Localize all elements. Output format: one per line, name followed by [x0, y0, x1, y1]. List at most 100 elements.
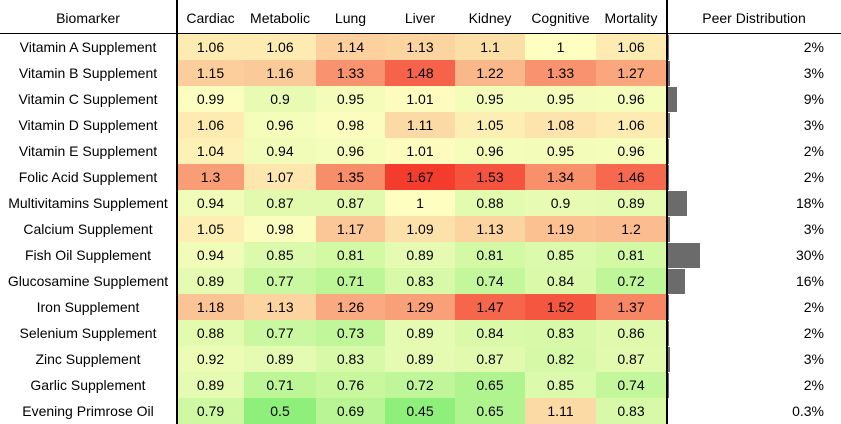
heatmap-cell: 1.33 — [316, 60, 385, 86]
heatmap-cell: 0.83 — [596, 398, 666, 424]
heatmap-cell: 0.89 — [385, 242, 455, 268]
row-label: Garlic Supplement — [30, 377, 146, 393]
heatmap-cell: 0.88 — [455, 190, 525, 216]
header-divider — [0, 33, 841, 34]
row-label: Vitamin C Supplement — [18, 91, 158, 107]
heatmap-cell: 0.84 — [455, 320, 525, 346]
heatmap-cell: 0.71 — [316, 268, 385, 294]
row-label: Vitamin E Supplement — [18, 143, 158, 159]
heatmap-cell: 1.06 — [177, 34, 244, 60]
heatmap-cell: 0.95 — [525, 138, 596, 164]
column-header-metabolic: Metabolic — [250, 10, 310, 26]
heatmap-cell: 1.06 — [596, 112, 666, 138]
distribution-value: 3% — [803, 117, 824, 133]
distribution-bar — [667, 217, 671, 242]
heatmap-cell: 0.89 — [385, 320, 455, 346]
heatmap-cell: 1.1 — [455, 34, 525, 60]
row-label: Fish Oil Supplement — [24, 247, 152, 263]
distribution-value: 16% — [795, 273, 824, 289]
row-label: Selenium Supplement — [19, 325, 157, 341]
heatmap-cell: 0.81 — [596, 242, 666, 268]
heatmap-cell: 0.87 — [596, 346, 666, 372]
heatmap-cell: 1.13 — [455, 216, 525, 242]
heatmap-cell: 1.05 — [177, 216, 244, 242]
heatmap-cell: 1.46 — [596, 164, 666, 190]
heatmap-cell: 1.07 — [244, 164, 316, 190]
row-label: Zinc Supplement — [35, 351, 141, 367]
heatmap-cell: 0.84 — [525, 268, 596, 294]
heatmap-cell: 0.88 — [177, 320, 244, 346]
heatmap-cell: 1.48 — [385, 60, 455, 86]
heatmap-cell: 0.74 — [455, 268, 525, 294]
heatmap-cell: 0.98 — [244, 216, 316, 242]
heatmap-cell: 0.77 — [244, 320, 316, 346]
distribution-value: 0.3% — [792, 403, 824, 419]
distribution-value: 30% — [795, 247, 824, 263]
heatmap-cell: 1.13 — [385, 34, 455, 60]
distribution-value: 18% — [795, 195, 824, 211]
heatmap-cell: 0.87 — [244, 190, 316, 216]
heatmap-cell: 0.95 — [525, 86, 596, 112]
heatmap-cell: 0.74 — [596, 372, 666, 398]
distribution-value: 3% — [803, 65, 824, 81]
heatmap-cell: 1.53 — [455, 164, 525, 190]
heatmap-cell: 1.27 — [596, 60, 666, 86]
heatmap-cell: 1 — [525, 34, 596, 60]
distribution-value: 3% — [803, 221, 824, 237]
distribution-bar — [667, 113, 671, 138]
heatmap-cell: 0.95 — [316, 86, 385, 112]
heatmap-cell: 0.94 — [244, 138, 316, 164]
distribution-bar — [667, 347, 671, 372]
distribution-header: Peer Distribution — [702, 10, 806, 26]
distribution-value: 3% — [803, 351, 824, 367]
heatmap-cell: 1.04 — [177, 138, 244, 164]
column-header-lung: Lung — [334, 10, 367, 26]
heatmap-cell: 0.96 — [316, 138, 385, 164]
heatmap-cell: 0.85 — [525, 372, 596, 398]
distribution-bar — [667, 139, 670, 164]
distribution-value: 2% — [803, 143, 824, 159]
heatmap-cell: 0.89 — [596, 190, 666, 216]
heatmap-cell: 0.96 — [596, 86, 666, 112]
column-header-liver: Liver — [404, 10, 436, 26]
heatmap-cell: 0.87 — [316, 190, 385, 216]
column-header-cardiac: Cardiac — [186, 10, 235, 26]
heatmap-cell: 0.89 — [177, 268, 244, 294]
heatmap-cell: 0.82 — [525, 346, 596, 372]
heatmap-cell: 1.34 — [525, 164, 596, 190]
heatmap-cell: 0.83 — [316, 346, 385, 372]
heatmap-cell: 0.89 — [385, 346, 455, 372]
heatmap-cell: 1.01 — [385, 138, 455, 164]
distribution-bar — [667, 165, 670, 190]
heatmap-cell: 1.67 — [385, 164, 455, 190]
heatmap-cell: 1.26 — [316, 294, 385, 320]
heatmap-cell: 0.89 — [177, 372, 244, 398]
heatmap-cell: 0.94 — [177, 242, 244, 268]
heatmap-cell: 0.96 — [455, 138, 525, 164]
divider-line — [666, 0, 668, 424]
row-label: Vitamin B Supplement — [18, 65, 158, 81]
distribution-bar — [667, 295, 670, 320]
row-header: Biomarker — [56, 10, 120, 26]
heatmap-cell: 1.05 — [455, 112, 525, 138]
distribution-bar — [667, 373, 670, 398]
distribution-bar — [667, 191, 687, 216]
column-header-kidney: Kidney — [468, 10, 512, 26]
heatmap-cell: 1.01 — [385, 86, 455, 112]
row-label: Iron Supplement — [36, 299, 140, 315]
heatmap-cell: 1.22 — [455, 60, 525, 86]
heatmap-cell: 1.52 — [525, 294, 596, 320]
heatmap-cell: 1.08 — [525, 112, 596, 138]
heatmap-cell: 0.92 — [177, 346, 244, 372]
heatmap-cell: 0.71 — [244, 372, 316, 398]
heatmap-cell: 0.98 — [316, 112, 385, 138]
column-header-cognitive: Cognitive — [531, 10, 590, 26]
heatmap-cell: 0.69 — [316, 398, 385, 424]
heatmap-cell: 1.06 — [596, 34, 666, 60]
row-label: Multivitamins Supplement — [8, 195, 168, 211]
distribution-value: 2% — [803, 39, 824, 55]
distribution-value: 2% — [803, 325, 824, 341]
heatmap-cell: 1.13 — [244, 294, 316, 320]
distribution-bar — [667, 35, 670, 60]
heatmap-cell: 1.11 — [385, 112, 455, 138]
